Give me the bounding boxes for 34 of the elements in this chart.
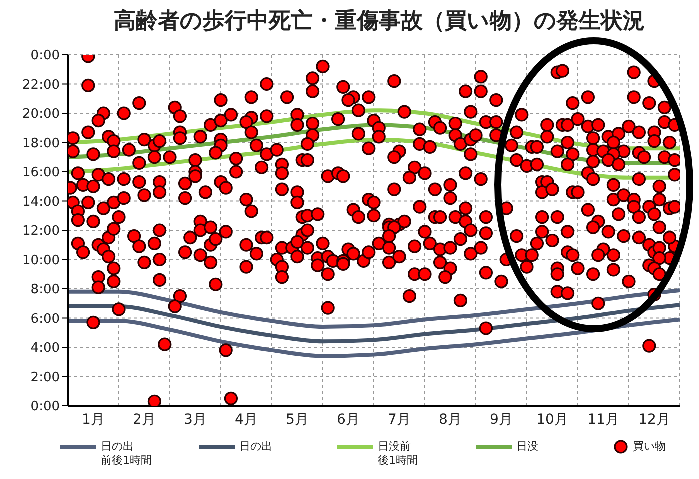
legend-label: 日の出 xyxy=(240,440,274,454)
x-tick-label: 4月 xyxy=(235,412,258,428)
y-tick-label: 12:00 xyxy=(22,224,60,240)
y-tick-label: 10:00 xyxy=(22,253,60,268)
y-tick-label: 18:00 xyxy=(22,136,60,152)
line-series xyxy=(68,303,680,344)
x-tick-label: 11月 xyxy=(588,412,620,428)
x-tick-label: 9月 xyxy=(490,412,513,428)
x-tick-label: 6月 xyxy=(337,412,360,428)
x-tick-label: 10月 xyxy=(536,412,568,428)
x-tick-label: 2月 xyxy=(133,412,156,428)
y-tick-label: 0:00 xyxy=(30,400,60,415)
y-tick-label: 4:00 xyxy=(30,341,60,356)
y-tick-label: 6:00 xyxy=(30,312,60,327)
y-tick-label: 14:00 xyxy=(22,194,60,210)
y-tick-label: 2:00 xyxy=(30,370,60,386)
x-tick-label: 8月 xyxy=(439,412,462,428)
legend-label: 日没前後1時間 xyxy=(378,440,419,468)
y-tick-label: 22:00 xyxy=(22,78,60,93)
x-tick-label: 12月 xyxy=(638,412,670,428)
legend-label: 買い物 xyxy=(633,440,667,454)
y-tick-label: 20:00 xyxy=(22,107,60,122)
x-tick-label: 5月 xyxy=(286,412,309,428)
legend-label: 日の出前後1時間 xyxy=(101,440,153,468)
legend-label: 日没 xyxy=(516,440,540,454)
line-series xyxy=(68,318,680,358)
y-tick-label: 8:00 xyxy=(30,282,60,298)
y-tick-label: 16:00 xyxy=(22,166,60,181)
line-series xyxy=(68,288,680,330)
chart-title: 高齢者の歩行中死亡・重傷事故（買い物）の発生状況 xyxy=(113,8,646,36)
y-tick-label: 0:00 xyxy=(30,48,60,64)
x-tick-label: 3月 xyxy=(184,412,207,428)
x-tick-label: 7月 xyxy=(388,412,411,428)
x-tick-label: 1月 xyxy=(82,412,105,428)
